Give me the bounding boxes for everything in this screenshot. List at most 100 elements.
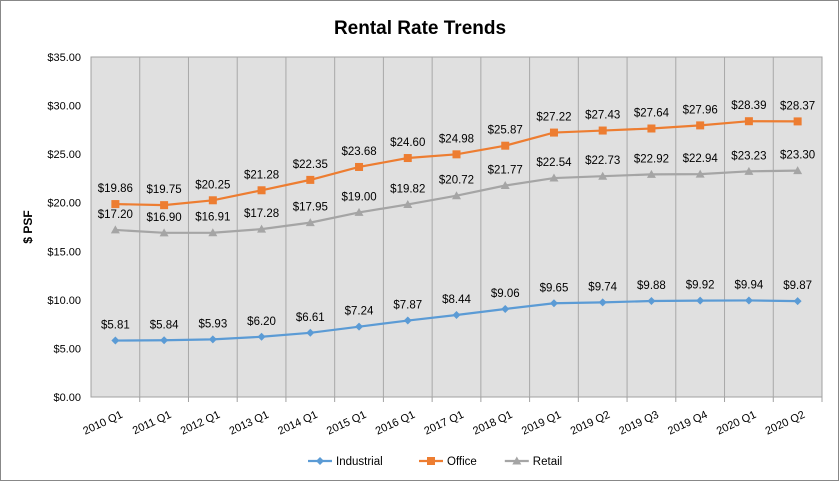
data-label: $16.90 bbox=[147, 212, 182, 224]
data-label: $22.35 bbox=[293, 159, 328, 171]
data-point-diamond bbox=[355, 322, 364, 331]
data-label: $19.75 bbox=[147, 184, 182, 196]
data-label: $6.20 bbox=[247, 316, 276, 328]
data-label: $7.87 bbox=[393, 300, 422, 312]
data-label: $27.96 bbox=[683, 104, 718, 116]
legend-label-industrial: Industrial bbox=[336, 456, 383, 468]
data-point-square bbox=[257, 186, 266, 195]
data-point-diamond bbox=[403, 316, 412, 325]
data-label: $9.87 bbox=[783, 280, 812, 292]
data-label: $9.88 bbox=[637, 280, 666, 292]
data-label: $22.92 bbox=[634, 153, 669, 165]
y-tick-label: $0.00 bbox=[53, 392, 81, 404]
y-axis-label: $ PSF bbox=[21, 210, 35, 243]
data-label: $20.72 bbox=[439, 175, 474, 187]
data-point-triangle bbox=[208, 228, 218, 237]
data-label: $23.68 bbox=[341, 146, 376, 158]
data-label: $17.20 bbox=[98, 209, 133, 221]
data-label: $7.24 bbox=[345, 306, 374, 318]
data-point-triangle bbox=[257, 224, 267, 233]
data-point-triangle bbox=[646, 169, 656, 178]
data-point-square bbox=[427, 457, 435, 465]
legend-label-office: Office bbox=[447, 456, 477, 468]
data-label: $9.92 bbox=[686, 280, 715, 292]
data-point-diamond bbox=[549, 299, 558, 308]
data-point-triangle bbox=[305, 218, 315, 227]
y-tick-label: $25.00 bbox=[47, 149, 81, 161]
data-point-diamond bbox=[501, 304, 510, 313]
data-label: $5.81 bbox=[101, 320, 130, 332]
data-point-triangle bbox=[549, 173, 559, 182]
data-point-square bbox=[403, 154, 412, 163]
data-point-diamond bbox=[257, 332, 266, 341]
data-point-diamond bbox=[744, 296, 753, 305]
y-tick-label: $10.00 bbox=[47, 295, 81, 307]
data-label: $21.77 bbox=[488, 165, 523, 177]
data-label: $8.44 bbox=[442, 294, 471, 306]
data-label: $17.95 bbox=[293, 202, 328, 214]
data-point-triangle bbox=[500, 181, 510, 190]
data-point-square bbox=[744, 117, 753, 126]
data-label: $21.28 bbox=[244, 169, 279, 181]
data-label: $27.64 bbox=[634, 107, 670, 119]
data-label: $19.82 bbox=[390, 183, 425, 195]
data-point-square bbox=[208, 196, 217, 205]
data-label: $5.84 bbox=[150, 319, 179, 331]
data-point-square bbox=[355, 162, 364, 171]
data-point-triangle bbox=[598, 171, 608, 180]
data-point-square bbox=[306, 175, 315, 184]
data-point-diamond bbox=[208, 335, 217, 344]
data-label: $23.23 bbox=[731, 150, 766, 162]
chart-title: Rental Rate Trends bbox=[334, 18, 506, 39]
data-label: $27.43 bbox=[585, 110, 620, 122]
y-tick-label: $35.00 bbox=[47, 52, 81, 64]
data-point-square bbox=[696, 121, 705, 130]
data-label: $28.39 bbox=[731, 100, 766, 112]
data-label: $16.91 bbox=[195, 212, 230, 224]
data-label: $24.60 bbox=[390, 137, 425, 149]
data-point-diamond bbox=[696, 296, 705, 305]
data-point-triangle bbox=[744, 166, 754, 175]
data-point-square bbox=[598, 126, 607, 135]
data-point-triangle bbox=[452, 191, 461, 200]
data-label: $9.06 bbox=[491, 288, 520, 300]
data-label: $19.86 bbox=[98, 183, 133, 195]
data-point-triangle bbox=[159, 228, 169, 237]
data-point-triangle bbox=[110, 225, 120, 234]
data-point-square bbox=[549, 128, 558, 137]
data-point-triangle bbox=[354, 207, 364, 216]
data-point-triangle bbox=[512, 456, 522, 465]
data-label: $28.37 bbox=[780, 100, 815, 112]
data-label: $9.94 bbox=[735, 279, 764, 291]
data-point-triangle bbox=[793, 166, 803, 175]
data-label: $22.94 bbox=[683, 153, 719, 165]
data-point-triangle bbox=[403, 199, 413, 208]
data-label: $25.87 bbox=[488, 125, 523, 137]
data-label: $6.61 bbox=[296, 312, 325, 324]
data-label: $24.98 bbox=[439, 133, 474, 145]
data-point-diamond bbox=[316, 457, 324, 465]
data-point-diamond bbox=[306, 328, 315, 337]
legend-label-retail: Retail bbox=[533, 456, 562, 468]
data-point-diamond bbox=[598, 298, 607, 307]
data-point-square bbox=[647, 124, 656, 133]
data-label: $22.73 bbox=[585, 155, 620, 167]
data-label: $27.22 bbox=[536, 112, 571, 124]
data-point-square bbox=[160, 201, 169, 210]
data-label: $5.93 bbox=[198, 318, 227, 330]
y-tick-label: $20.00 bbox=[47, 198, 81, 210]
y-tick-label: $5.00 bbox=[53, 343, 81, 355]
data-label: $17.28 bbox=[244, 208, 279, 220]
data-point-square bbox=[793, 117, 802, 126]
data-label: $9.74 bbox=[588, 281, 617, 293]
data-point-diamond bbox=[793, 297, 802, 306]
data-point-square bbox=[111, 200, 120, 209]
data-label: $22.54 bbox=[536, 157, 572, 169]
data-point-diamond bbox=[111, 336, 120, 345]
data-label: $19.00 bbox=[341, 191, 376, 203]
data-point-diamond bbox=[160, 336, 169, 345]
data-label: $23.30 bbox=[780, 150, 815, 162]
data-label: $9.65 bbox=[540, 282, 569, 294]
